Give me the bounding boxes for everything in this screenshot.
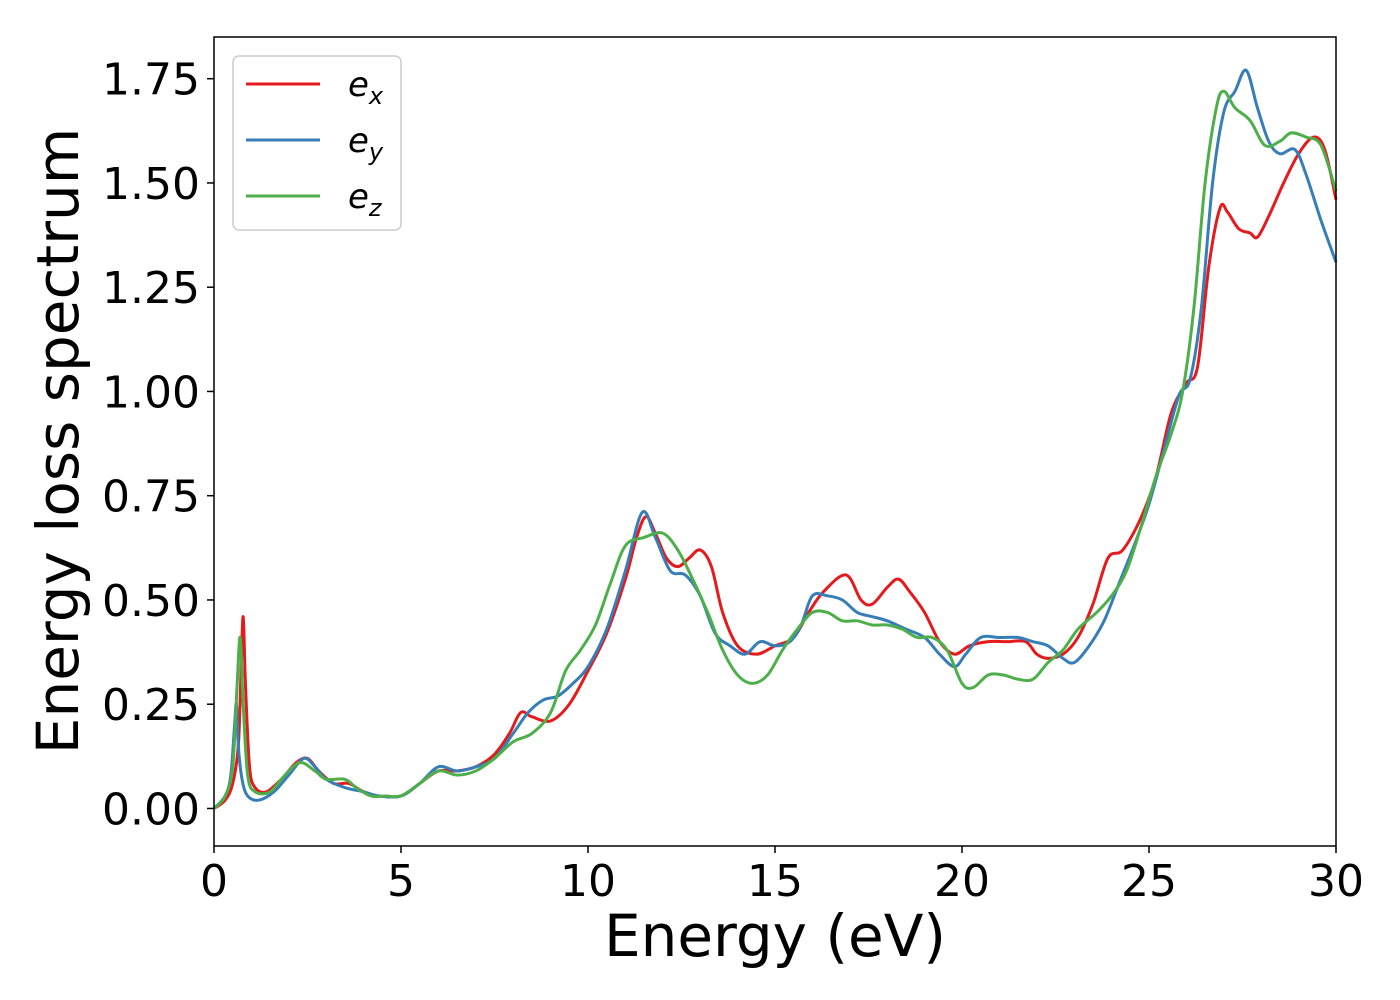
- y-axis-ticks: 0.00 0.25 0.50 0.75 1.00 1.25 1.50 1.75: [102, 55, 214, 835]
- y-tick-label: 0.75: [102, 472, 200, 523]
- legend-label-ez: ez: [348, 177, 383, 222]
- x-tick-label: 0: [200, 856, 228, 907]
- x-axis-ticks: 0 5 10 15 20 25 30: [200, 846, 1364, 907]
- x-tick-label: 5: [387, 856, 415, 907]
- y-tick-label: 0.00: [102, 784, 200, 835]
- y-tick-label: 0.25: [102, 680, 200, 731]
- series-line-ey: [212, 68, 1338, 810]
- x-tick-label: 20: [934, 856, 990, 907]
- y-tick-label: 0.50: [102, 576, 200, 627]
- x-axis-label: Energy (eV): [604, 902, 946, 970]
- y-tick-label: 1.75: [102, 55, 200, 106]
- y-axis-label: Energy loss spectrum: [24, 128, 92, 754]
- plot-frame: [213, 36, 1337, 847]
- legend-label-ey: ey: [348, 121, 384, 166]
- legend-label-ex: ex: [348, 65, 384, 110]
- x-tick-label: 25: [1121, 856, 1177, 907]
- x-tick-label: 10: [560, 856, 616, 907]
- y-tick-label: 1.50: [102, 159, 200, 210]
- legend-frame: [232, 55, 402, 231]
- x-tick-label: 30: [1308, 856, 1364, 907]
- y-tick-label: 1.25: [102, 263, 200, 314]
- series-layer: [212, 68, 1338, 810]
- series-line-ez: [212, 89, 1338, 810]
- legend: ex ey ez: [232, 55, 402, 231]
- y-tick-label: 1.00: [102, 367, 200, 418]
- x-tick-label: 15: [747, 856, 803, 907]
